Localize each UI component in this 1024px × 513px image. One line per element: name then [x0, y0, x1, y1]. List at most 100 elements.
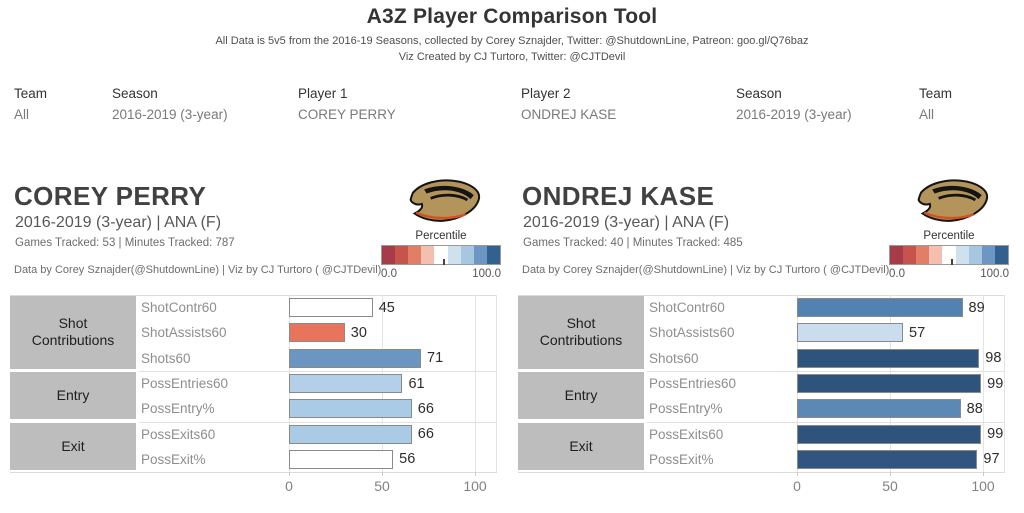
legend-color-segment [447, 246, 461, 264]
filter-season-left: Season 2016-2019 (3-year) [112, 86, 228, 122]
metric-label: ShotAssists60 [649, 325, 735, 341]
axis-tick [382, 472, 383, 476]
axis-tick-label: 100 [971, 478, 995, 494]
filter-label: Player 1 [298, 86, 348, 101]
legend-tick [951, 259, 954, 265]
row-group-label-text: Exit [61, 437, 85, 454]
legend-color-segment [486, 246, 500, 264]
legend-color-segment [942, 246, 956, 264]
filter-label: Player 2 [521, 86, 571, 101]
row-group-label: Shot Contributions [10, 296, 136, 369]
metric-label: PossExit% [649, 451, 714, 467]
percentile-bar-chart-left: 0 50 100 Shot Contributions Entry Exit ShotCon… [10, 295, 497, 494]
row-group-label: Shot Contributions [518, 296, 644, 369]
axis-tick [289, 472, 290, 476]
bar-value-label: 66 [417, 400, 434, 417]
legend-color-segment [994, 246, 1008, 264]
row-group-label-text: Entry [56, 386, 90, 403]
legend-color-segment [395, 246, 409, 264]
legend-color-band [381, 245, 501, 265]
group-separator-line [647, 421, 1005, 423]
bar-value-label: 89 [968, 299, 985, 316]
row-group-label: Entry [10, 371, 136, 420]
percentile-bar-chart-right: 0 50 100 Shot Contributions Entry Exit ShotCon… [518, 295, 1005, 494]
credit-line: Data by Corey Sznajder(@ShutdownLine) | … [14, 264, 382, 276]
metric-label: PossExits60 [141, 426, 216, 442]
legend-title: Percentile [923, 230, 975, 242]
filter-value[interactable]: 2016-2019 (3-year) [736, 107, 852, 122]
percentile-bar[interactable] [797, 399, 961, 419]
percentile-bar[interactable] [289, 298, 373, 317]
anaheim-ducks-logo-icon [917, 179, 989, 222]
legend-color-segment [903, 246, 917, 264]
player-name: COREY PERRY [14, 181, 207, 211]
filter-team-left: Team All [14, 86, 47, 122]
axis-tick-label: 50 [882, 478, 898, 494]
percentile-bar[interactable] [289, 373, 403, 393]
percentile-bar[interactable] [289, 323, 345, 343]
metric-label: PossEntry% [649, 401, 723, 417]
legend-color-segment [916, 246, 930, 264]
percentile-bar[interactable] [797, 449, 978, 469]
filter-value[interactable]: All [14, 107, 30, 122]
filter-label: Season [112, 86, 158, 101]
percentile-bar[interactable] [797, 373, 982, 393]
metric-label: PossExits60 [649, 426, 724, 442]
metric-label: Shots60 [141, 350, 191, 366]
legend-max-label: 100.0 [980, 268, 1009, 280]
axis-tick-label: 0 [793, 478, 801, 494]
legend-max-label: 100.0 [472, 268, 501, 280]
bar-value-label: 97 [983, 451, 1000, 468]
metric-label: PossEntry% [141, 401, 215, 417]
chart-right-border [496, 295, 497, 472]
credit-line: Data by Corey Sznajder(@ShutdownLine) | … [522, 264, 890, 276]
legend-min-label: 0.0 [889, 268, 905, 280]
filter-value[interactable]: All [919, 107, 935, 122]
page-subtitle-data-credit: All Data is 5v5 from the 2016-19 Seasons… [215, 35, 809, 47]
row-group-label: Exit [518, 422, 644, 471]
percentile-bar[interactable] [289, 399, 412, 419]
legend-color-segment [382, 246, 396, 264]
percentile-bar[interactable] [797, 323, 904, 343]
filter-value[interactable]: COREY PERRY [298, 107, 396, 122]
filter-label: Team [919, 86, 953, 101]
percentile-bar[interactable] [289, 348, 422, 368]
filter-player-1: Player 1 COREY PERRY [298, 86, 396, 122]
legend-tick [443, 259, 446, 265]
legend-color-band [889, 245, 1009, 265]
player-season-team: 2016-2019 (3-year) | ANA (F) [15, 214, 222, 231]
bar-value-label: 30 [350, 324, 367, 341]
percentile-bar[interactable] [289, 449, 394, 469]
percentile-bar[interactable] [797, 298, 963, 317]
filter-label: Team [14, 86, 48, 101]
legend-color-segment [408, 246, 422, 264]
legend-color-segment [473, 246, 487, 264]
gridline [983, 295, 984, 472]
player-season-team: 2016-2019 (3-year) | ANA (F) [523, 214, 730, 231]
metric-label: ShotContr60 [649, 300, 725, 316]
filter-team-right: Team All [919, 86, 952, 122]
page-title: A3Z Player Comparison Tool [366, 5, 658, 28]
metric-label: ShotAssists60 [141, 325, 227, 341]
player-name: ONDREJ KASE [522, 181, 715, 211]
legend-color-segment [434, 246, 448, 264]
filter-label: Season [736, 86, 782, 101]
row-group-label-text: Exit [569, 437, 593, 454]
legend-color-segment [460, 246, 474, 264]
percentile-bar[interactable] [797, 424, 982, 444]
metric-label: PossEntries60 [649, 376, 737, 392]
chart-top-border [10, 295, 497, 296]
percentile-bar[interactable] [289, 424, 412, 444]
percentile-bar[interactable] [797, 348, 980, 368]
legend-color-segment [890, 246, 904, 264]
row-group-label: Exit [10, 422, 136, 471]
group-separator-line [139, 370, 497, 372]
filter-season-right: Season 2016-2019 (3-year) [736, 86, 852, 122]
axis-tick-label: 100 [463, 478, 487, 494]
filter-value[interactable]: ONDREJ KASE [521, 107, 617, 122]
chart-top-border [518, 295, 1005, 296]
filter-value[interactable]: 2016-2019 (3-year) [112, 107, 228, 122]
axis-tick [983, 472, 984, 476]
metric-label: ShotContr60 [141, 300, 217, 316]
row-group-label-text: Entry [564, 386, 598, 403]
